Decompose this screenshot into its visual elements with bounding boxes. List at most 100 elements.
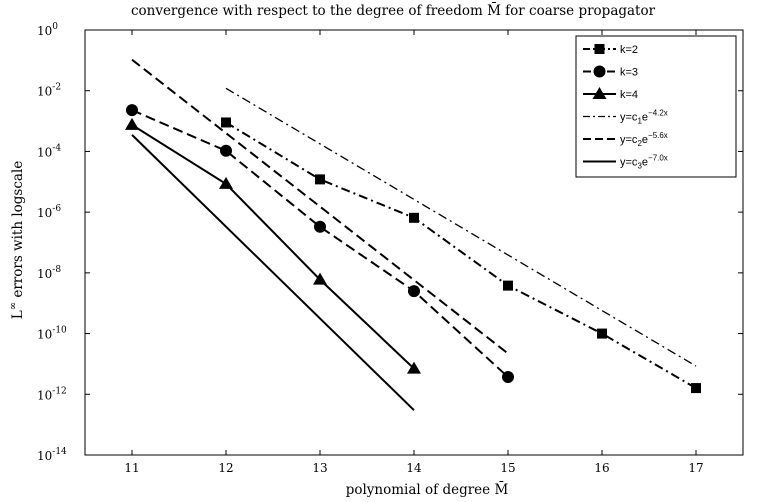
data-point-square: [315, 174, 325, 185]
legend-label-text: y=c: [620, 157, 638, 169]
legend-label-subscript: 1: [637, 117, 642, 126]
legend-item: y=c2e−5.6x: [583, 131, 668, 148]
legend: k=2k=3k=4y=c1e−4.2xy=c2e−5.6xy=c3e−7.0x: [575, 35, 737, 178]
data-point-square: [691, 383, 701, 394]
y-axis-label-infinity: ∞: [8, 302, 19, 310]
legend-label-exponent: −4.2x: [648, 109, 668, 118]
data-point-triangle: [219, 176, 233, 189]
x-axis-label: polynomial of degree M̄: [346, 482, 509, 498]
y-tick-exponent: -8: [52, 265, 61, 275]
series-k=3: [126, 104, 514, 384]
legend-label-text: k=2: [620, 44, 638, 56]
x-axis: 11 12 13 14 15 16 17: [124, 30, 704, 475]
legend-marker-triangle: [592, 87, 607, 99]
data-point-circle: [408, 285, 420, 298]
data-point-square: [597, 328, 607, 339]
y-tick-label: 10-6: [37, 204, 61, 220]
legend-label: y=c1e−4.2x: [620, 109, 668, 126]
legend-item: k=2: [583, 44, 638, 56]
chart-title: convergence with respect to the degree o…: [131, 3, 656, 19]
y-tick-label: 10-2: [37, 83, 61, 99]
y-tick-exponent: 0: [52, 22, 58, 32]
legend-label-e: e: [642, 112, 648, 124]
series-fit-c2: [131, 58, 509, 355]
x-tick-label: 15: [500, 461, 515, 475]
series-k=2: [221, 117, 701, 394]
legend-label-text: k=4: [620, 89, 638, 101]
legend-label-text: k=3: [620, 67, 638, 79]
y-tick-exponent: -12: [52, 386, 67, 396]
series-k=4: [125, 117, 421, 374]
legend-label-exponent: −7.0x: [648, 154, 668, 163]
y-tick-exponent: -10: [52, 326, 67, 336]
series-line: [131, 134, 415, 411]
legend-marker-square: [594, 44, 605, 54]
legend-label-subscript: 2: [637, 139, 642, 148]
y-tick-base: 10: [37, 449, 52, 463]
y-axis-label-l: L: [10, 310, 26, 319]
y-tick-exponent: -14: [52, 447, 67, 457]
y-tick-exponent: -2: [52, 83, 61, 93]
legend-marker-circle: [593, 65, 606, 78]
legend-label-text: y=c: [620, 134, 638, 146]
y-tick-label: 10-12: [37, 386, 67, 402]
legend-box: [575, 35, 737, 178]
legend-label-subscript: 3: [637, 162, 642, 171]
legend-label: k=4: [620, 89, 638, 101]
data-point-triangle: [313, 272, 327, 285]
legend-label-text: y=c: [620, 112, 638, 124]
legend-label: k=3: [620, 67, 638, 79]
y-tick-label: 10-10: [37, 326, 67, 342]
y-axis-label: L∞ errors with logscale: [8, 161, 26, 320]
data-point-triangle: [125, 117, 139, 130]
legend-label-e: e: [642, 157, 648, 169]
legend-item: k=3: [583, 65, 638, 79]
legend-item: k=4: [583, 87, 638, 101]
y-axis-label-rest: errors with logscale: [10, 161, 26, 302]
data-point-circle: [314, 220, 326, 233]
data-point-circle: [126, 104, 138, 117]
y-tick-base: 10: [37, 85, 52, 99]
data-point-square: [503, 280, 513, 291]
legend-item: y=c1e−4.2x: [583, 109, 668, 126]
x-tick-label: 17: [688, 461, 703, 475]
series-line: [225, 87, 697, 367]
data-point-square: [221, 117, 231, 128]
legend-label: y=c2e−5.6x: [620, 131, 668, 148]
y-tick-label: 10-4: [37, 143, 61, 159]
x-tick-label: 13: [312, 461, 327, 475]
y-tick-label: 10-14: [37, 447, 67, 463]
legend-label-exponent: −5.6x: [648, 131, 668, 140]
y-tick-label: 100: [37, 22, 58, 38]
y-tick-base: 10: [37, 145, 52, 159]
series-line: [225, 121, 697, 389]
series-line: [131, 58, 509, 355]
y-tick-base: 10: [37, 328, 52, 342]
x-tick-label: 16: [594, 461, 609, 475]
series-layer: [125, 58, 701, 411]
legend-item: y=c3e−7.0x: [583, 154, 668, 171]
y-tick-exponent: -4: [52, 143, 61, 153]
y-tick-base: 10: [37, 24, 52, 38]
data-point-triangle: [407, 361, 421, 374]
series-fit-c3: [131, 134, 415, 411]
data-point-circle: [502, 371, 514, 384]
y-tick-label: 10-8: [37, 265, 61, 281]
legend-label-e: e: [642, 134, 648, 146]
series-fit-c1: [225, 87, 697, 367]
x-tick-label: 11: [124, 461, 139, 475]
data-point-circle: [220, 144, 232, 157]
x-tick-label: 14: [406, 461, 422, 475]
data-point-square: [409, 212, 419, 223]
y-tick-base: 10: [37, 388, 52, 402]
x-tick-label: 12: [218, 461, 233, 475]
legend-label: k=2: [620, 44, 638, 56]
y-tick-base: 10: [37, 267, 52, 281]
series-line: [131, 124, 415, 370]
legend-label: y=c3e−7.0x: [620, 154, 668, 171]
y-tick-exponent: -6: [52, 204, 61, 214]
series-line: [131, 109, 509, 378]
y-tick-base: 10: [37, 206, 52, 220]
